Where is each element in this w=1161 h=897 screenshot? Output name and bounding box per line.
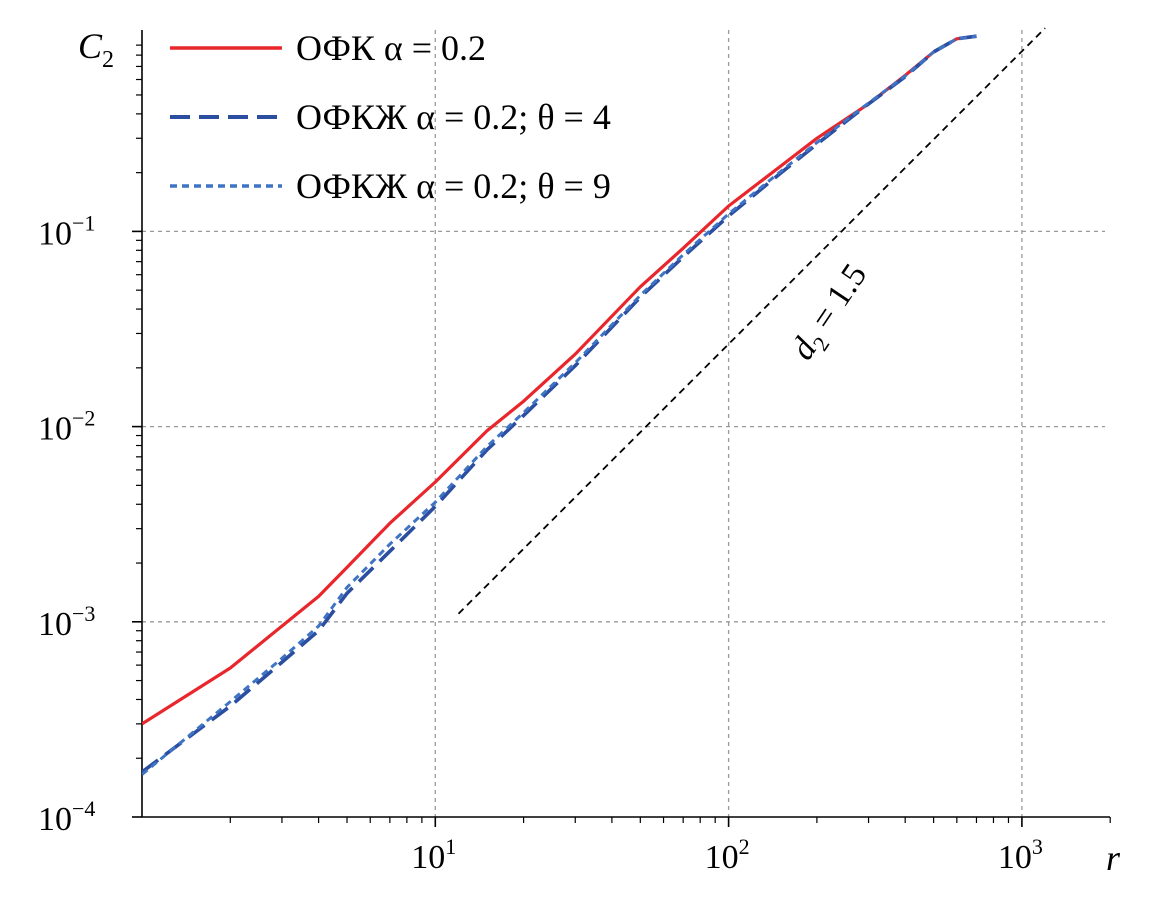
- axes: [141, 30, 1110, 818]
- grid-lines: [142, 30, 1105, 817]
- series-line-2: [142, 34, 977, 774]
- x-tick-label: 102: [705, 834, 750, 876]
- series-line-3: [142, 34, 977, 776]
- legend-label-2: ОФКЖ α = 0.2; θ = 4: [296, 97, 611, 137]
- y-axis-label-sub: 2: [102, 47, 114, 73]
- legend: ОФК α = 0.2 ОФКЖ α = 0.2; θ = 4 ОФКЖ α = 0…: [170, 28, 611, 206]
- legend-label-3: ОФКЖ α = 0.2; θ = 9: [296, 166, 611, 206]
- x-tick-label: 103: [998, 834, 1043, 876]
- y-tick-label: 10−1: [38, 210, 95, 252]
- x-tick-label: 101: [411, 834, 456, 876]
- x-axis-label: r: [1106, 838, 1121, 878]
- legend-label-1: ОФК α = 0.2: [296, 28, 486, 68]
- series-layer: [142, 34, 977, 776]
- minor-ticks: [132, 44, 1111, 827]
- reference-slope-line: [457, 27, 1046, 615]
- series-line-1: [142, 34, 977, 726]
- y-axis-label: C2: [78, 26, 114, 73]
- y-tick-label: 10−3: [38, 601, 95, 643]
- y-tick-label: 10−2: [38, 406, 95, 448]
- tick-labels: 101 102 103 10−1 10−2 10−3 10−4: [38, 210, 1043, 876]
- y-tick-label: 10−4: [38, 796, 95, 838]
